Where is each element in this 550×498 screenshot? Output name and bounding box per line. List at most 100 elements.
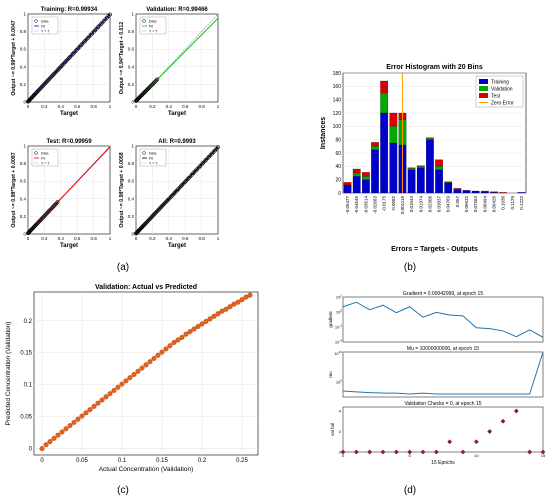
data-point — [211, 313, 217, 319]
data-point — [199, 321, 205, 327]
x-tick-label: 0.2 — [41, 104, 48, 109]
x-tick-label: 0.4 — [166, 236, 173, 241]
data-point — [95, 400, 101, 406]
x-axis-label: Actual Concentration (Validation) — [99, 466, 194, 473]
x-tick-label: 5 — [409, 453, 412, 458]
y-axis-label: Instances — [320, 117, 327, 149]
x-tick-label: 0.8 — [198, 104, 205, 109]
x-tick-label: 0.6 — [74, 236, 81, 241]
data-point — [156, 207, 161, 212]
x-tick-label: 15 — [541, 453, 546, 458]
y-tick-label: 100 — [336, 379, 342, 385]
data-point — [103, 394, 109, 400]
bar-test — [480, 190, 489, 192]
bar-validation — [444, 182, 453, 184]
y-tick-label: 0.2 — [128, 214, 135, 219]
data-point — [47, 76, 52, 81]
data-point — [37, 219, 41, 224]
legend-data-marker — [142, 151, 146, 155]
y-axis-label: gradient — [328, 311, 333, 328]
y-tick-label: 120 — [333, 111, 342, 117]
y-tick-label: 100 — [333, 124, 342, 130]
data-point — [152, 212, 157, 217]
data-point — [111, 387, 117, 393]
x-axis-label: Target — [168, 243, 186, 249]
y-tick-label: 60 — [335, 151, 341, 157]
y-tick-label: 80 — [335, 137, 341, 143]
bar-validation — [416, 166, 425, 168]
data-point — [161, 202, 166, 207]
x-tick-label: 0.15 — [156, 458, 168, 464]
x-tick-label: 0.6 — [182, 104, 189, 109]
panel-label-c: (c) — [117, 485, 129, 496]
plot-title: Gradient = 0.00042999, at epoch 15 — [403, 291, 483, 297]
bar-validation — [426, 138, 434, 140]
x-tick-label: 1 — [217, 104, 220, 109]
y-tick-label: 180 — [333, 71, 342, 77]
x-tick-label: -0.0082 — [391, 196, 396, 212]
panel-label-a: (a) — [117, 262, 129, 273]
data-point — [151, 81, 156, 86]
data-point — [223, 306, 229, 312]
data-point — [148, 216, 152, 221]
x-tick-label: 0.02906 — [427, 196, 432, 213]
actual-vs-predicted: 0 0.05 0.1 0.15 0.2 0.25 0 0.05 0.1 0.15 0.2 Valida… — [5, 284, 259, 473]
data-point — [91, 403, 97, 409]
x-tick-label: 0 — [342, 453, 345, 458]
val-check-marker — [487, 429, 493, 434]
bar-test — [490, 191, 498, 193]
val-check-marker — [340, 449, 346, 455]
legend-label: Y = T — [41, 162, 50, 166]
x-tick-label: 0.4 — [58, 236, 65, 241]
data-point — [149, 83, 154, 88]
bar-validation — [362, 176, 370, 180]
x-tick-label: 0.8 — [90, 104, 97, 109]
legend-label: Data — [41, 20, 48, 24]
val-check-marker — [353, 449, 359, 455]
val-check-marker — [540, 449, 546, 455]
y-tick-label: 0.2 — [20, 82, 27, 87]
bar-validation — [407, 168, 416, 170]
x-tick-label: 0.09426 — [491, 196, 496, 213]
val-check-marker — [473, 439, 479, 445]
x-tick-label: 0.4 — [58, 104, 65, 109]
legend-swatch — [479, 93, 488, 98]
x-tick-label: 0.2 — [41, 236, 48, 241]
data-point — [42, 214, 46, 219]
legend-label: Training — [491, 80, 509, 86]
bar-training — [416, 167, 425, 194]
data-point — [187, 329, 193, 335]
bar-training — [352, 176, 361, 194]
data-point — [45, 211, 50, 215]
x-tick-label: 0.25 — [236, 458, 248, 464]
bar-training — [453, 189, 462, 194]
val-check-marker — [433, 449, 439, 455]
plot-title: Validation Checks = 0, at epoch 15 — [404, 401, 481, 407]
data-point — [119, 381, 125, 387]
plot-title: Mu = 10000000000, at epoch 15 — [407, 346, 479, 352]
bar-test — [416, 165, 425, 167]
x-tick-label: 0.1222 — [519, 196, 524, 210]
data-point — [153, 79, 158, 84]
legend-label: Fit — [149, 157, 153, 161]
legend-label: Data — [41, 152, 48, 156]
bar-training — [471, 190, 480, 194]
plot-frame — [342, 296, 544, 343]
data-point — [151, 355, 157, 362]
legend-label: Fit — [41, 25, 45, 29]
data-point — [159, 205, 163, 210]
plot-title: All: R=0.9993 — [158, 139, 196, 145]
y-tick-label: 0.8 — [128, 29, 135, 34]
x-tick-label: 0.2 — [198, 458, 207, 464]
data-point — [83, 410, 89, 416]
legend-label: Data — [149, 152, 156, 156]
data-point — [79, 413, 85, 419]
x-tick-label: 0.06632 — [464, 196, 469, 213]
mu-plot: 1010 100 Mu = 10000000000, at epoch 15 mu — [328, 346, 544, 398]
y-tick-label: 10-4 — [335, 339, 342, 345]
data-point — [43, 213, 47, 218]
error-histogram: 0 20 40 60 80 100 120 140 160 180 -0.05477 -0.04546… — [320, 64, 527, 253]
legend-box — [31, 148, 59, 167]
x-tick-label: 0.1036 — [501, 196, 506, 210]
